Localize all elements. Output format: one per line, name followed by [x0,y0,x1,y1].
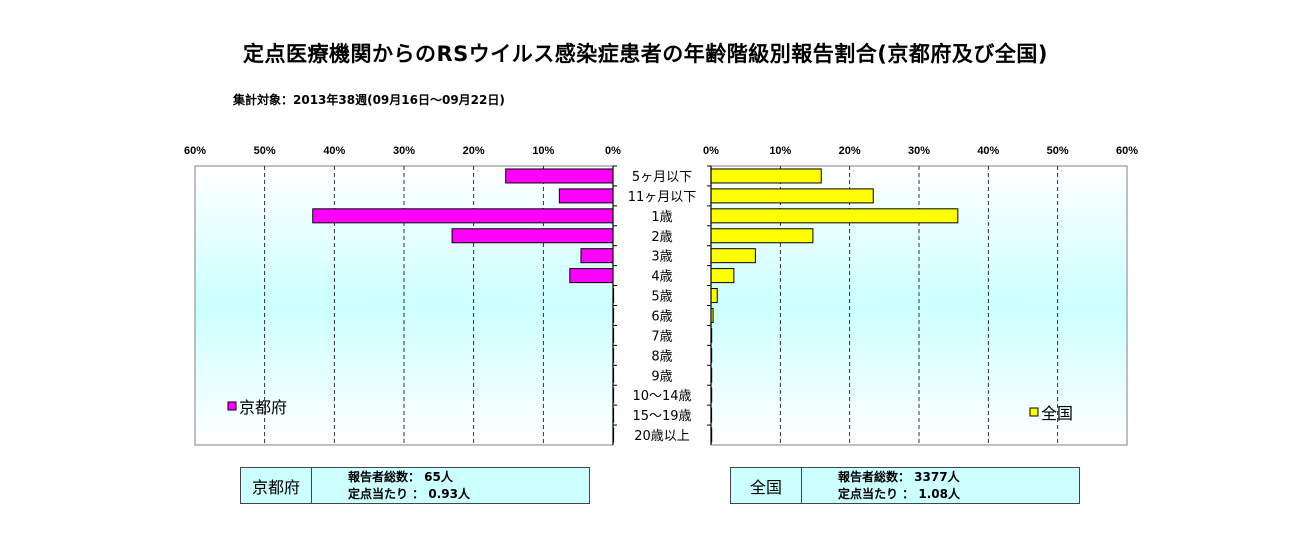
kyoto-bar [558,188,614,204]
left-x-tick-label: 40% [323,145,345,157]
kyoto-bar [505,168,614,184]
kyoto-per-sentinel: 定点当たり ： 0.93人 [348,486,470,501]
national-bar [710,188,874,204]
kyoto-bar [451,228,614,244]
national-report-total: 報告者総数： 3377人 [838,469,960,484]
national-legend-label: 全国 [1041,404,1073,423]
category-label: 10～14歳 [632,389,691,404]
right-x-tick-label: 60% [1116,145,1138,157]
national-bar [710,288,718,304]
category-label: 11ヶ月以下 [628,190,697,205]
category-label: 20歳以上 [634,429,690,444]
category-label: 3歳 [651,250,672,265]
national-bar [710,268,735,284]
right-x-tick-label: 20% [839,145,861,157]
kyoto-legend-label: 京都府 [239,398,287,417]
kyoto-info-name: 京都府 [241,468,312,503]
right-x-tick-label: 0% [703,145,719,157]
left-x-tick-label: 0% [605,145,621,157]
kyoto-bar [312,208,614,224]
kyoto-info-box: 京都府 報告者総数： 65人 定点当たり ： 0.93人 [240,467,590,504]
national-bar [710,248,756,264]
chart-subtitle: 集計対象：2013年38週(09月16日～09月22日) [233,93,505,107]
national-bar [710,168,822,184]
national-info-lines: 報告者総数： 3377人 定点当たり ： 1.08人 [802,468,960,503]
kyoto-bar [580,248,614,264]
left-x-tick-label: 30% [393,145,415,157]
category-label: 2歳 [651,230,672,245]
right-x-tick-label: 10% [769,145,791,157]
category-label: 15～19歳 [632,409,691,424]
left-x-tick-label: 10% [532,145,554,157]
kyoto-info-lines: 報告者総数： 65人 定点当たり ： 0.93人 [312,468,470,503]
category-label: 8歳 [651,349,672,364]
left-x-tick-label: 50% [254,145,276,157]
category-label: 1歳 [651,210,672,225]
right-x-tick-label: 30% [908,145,930,157]
category-label: 5歳 [651,290,672,305]
left-x-tick-label: 20% [463,145,485,157]
right-x-tick-label: 50% [1047,145,1069,157]
category-label: 5ヶ月以下 [632,170,692,185]
category-label: 4歳 [651,270,672,285]
national-legend-swatch [1029,407,1039,417]
national-info-box: 全国 報告者総数： 3377人 定点当たり ： 1.08人 [730,467,1080,504]
chart-title: 定点医療機関からのRSウイルス感染症患者の年齢階級別報告割合(京都府及び全国) [243,42,1048,66]
category-label: 6歳 [651,309,672,324]
kyoto-legend-swatch [227,401,237,411]
national-bar [710,228,814,244]
left-x-tick-label: 60% [184,145,206,157]
national-per-sentinel: 定点当たり ： 1.08人 [838,486,960,501]
kyoto-report-total: 報告者総数： 65人 [348,469,453,484]
category-label: 9歳 [651,369,672,384]
kyoto-bar [569,268,614,284]
national-info-name: 全国 [731,468,802,503]
national-bar [710,208,959,224]
right-x-tick-label: 40% [977,145,999,157]
category-label: 7歳 [651,329,672,344]
